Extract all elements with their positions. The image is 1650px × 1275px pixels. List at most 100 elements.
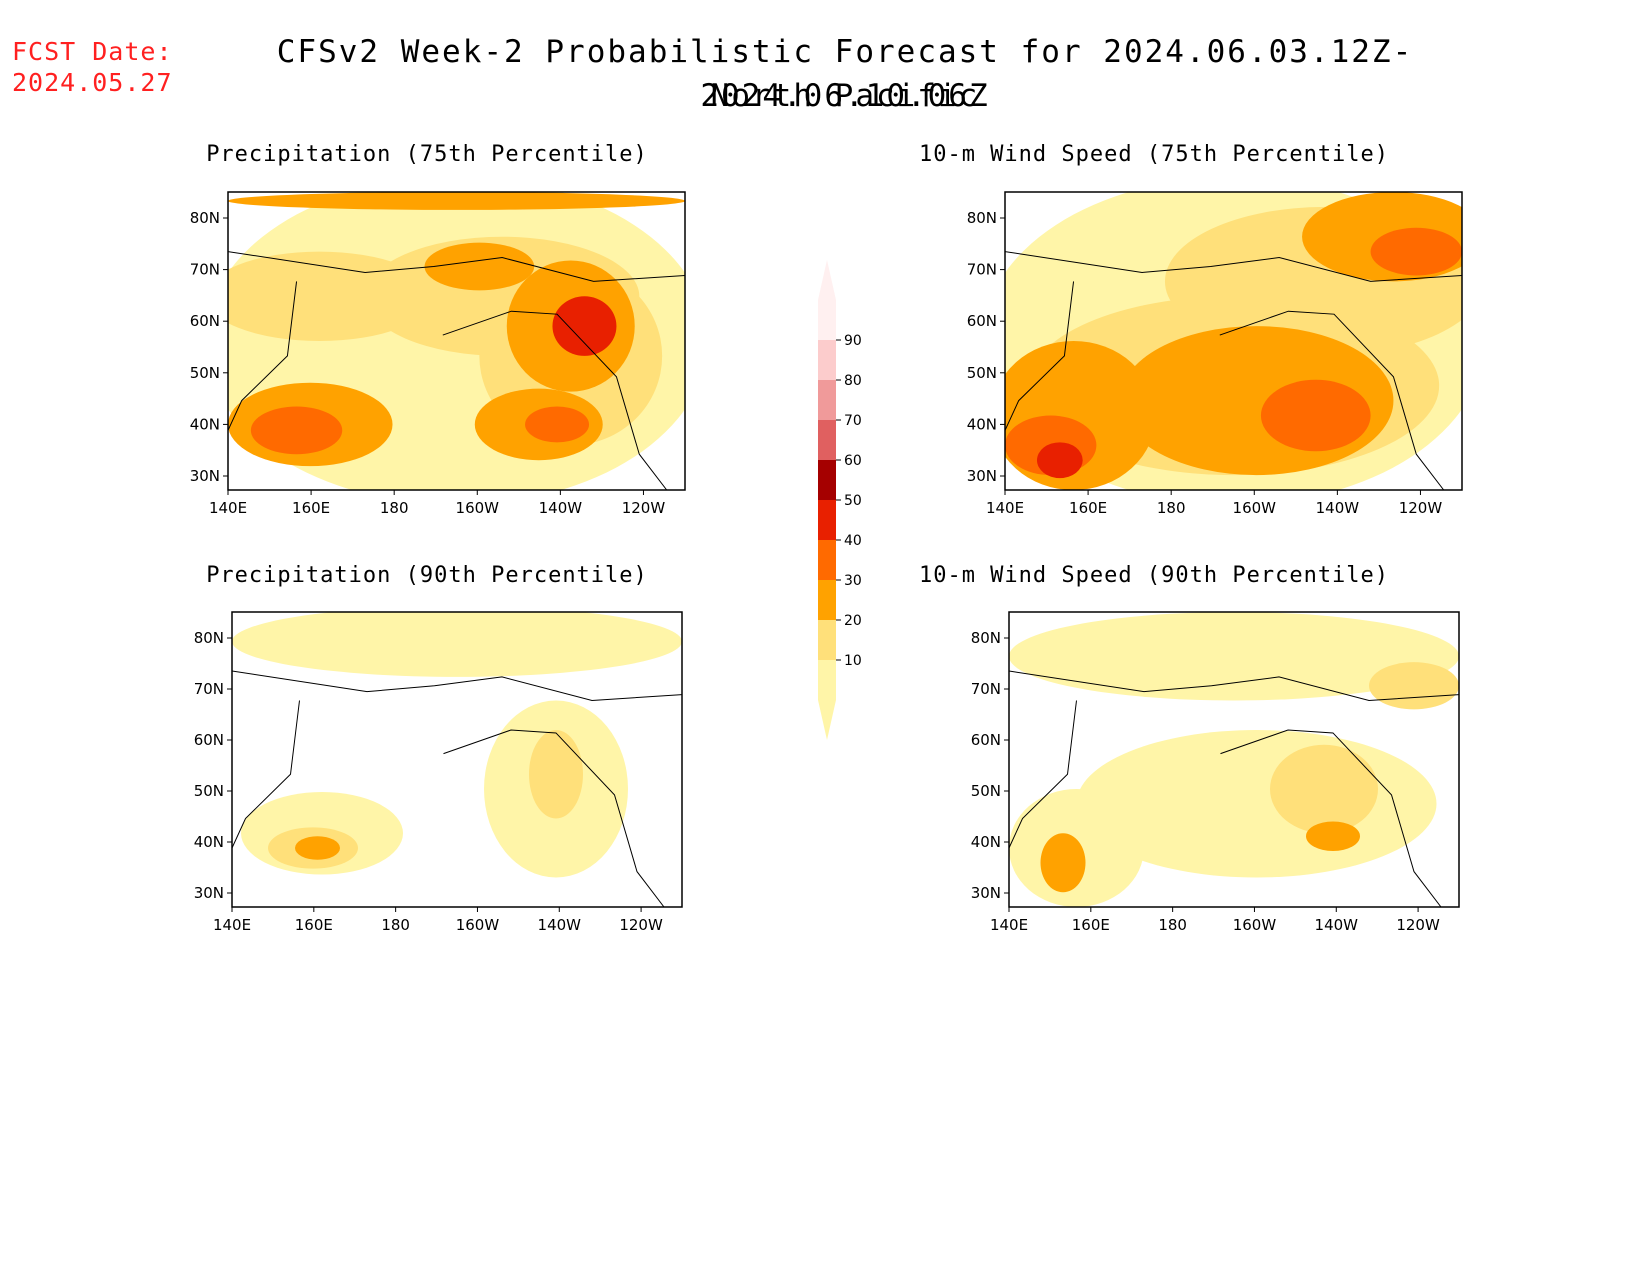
lon-tick-label: 160E: [292, 499, 330, 517]
lon-tick-label: 140W: [1316, 499, 1360, 517]
map-panel-precip90: 140E 160E 180 160W 140W 120W 80N 70N 60N 50N 40N 30…: [194, 611, 683, 934]
colorbar-swatch: [818, 460, 836, 500]
colorbar-high-cap: [818, 260, 836, 300]
lat-tick-label: 80N: [971, 629, 1001, 647]
probability-contour: [1260, 379, 1371, 452]
lat-tick-label: 50N: [194, 782, 224, 800]
lat-tick-label: 80N: [967, 209, 997, 227]
lon-tick-label: 140W: [538, 916, 582, 934]
lat-tick-label: 70N: [971, 680, 1001, 698]
lon-tick-label: 140E: [990, 916, 1028, 934]
lon-tick-label: 180: [381, 916, 410, 934]
lat-tick-label: 60N: [967, 312, 997, 330]
lon-tick-label: 160E: [1069, 499, 1107, 517]
lat-tick-label: 80N: [194, 629, 224, 647]
lon-tick-label: 140W: [1315, 916, 1359, 934]
colorbar-label: 30: [844, 573, 862, 589]
probability-contour: [1369, 662, 1459, 710]
lon-tick-label: 120W: [1399, 499, 1443, 517]
asia-coastline: [1005, 281, 1075, 431]
probability-contour: [250, 406, 343, 455]
colorbar-swatch: [818, 500, 836, 540]
probability-contour: [552, 296, 617, 356]
panel-title-wind75: 10-m Wind Speed (75th Percentile): [918, 142, 1390, 167]
shaded-field: [1009, 612, 1459, 907]
map-frame: [1004, 191, 1463, 491]
shaded-field: [232, 612, 682, 878]
colorbar-low-cap: [818, 700, 836, 740]
colorbar-swatch: [818, 620, 836, 660]
arctic-coastline: [228, 251, 685, 282]
north-america-coastline: [443, 729, 665, 907]
colorbar-label: 60: [844, 453, 862, 469]
probability-contour: [1270, 744, 1378, 834]
probability-contour: [1306, 821, 1360, 851]
panel-title-precip75: Precipitation (75th Percentile): [206, 142, 648, 167]
arctic-coastline: [232, 670, 682, 702]
lon-tick-label: 140E: [209, 499, 247, 517]
probability-contour: [232, 612, 682, 677]
lon-tick-label: 180: [1157, 499, 1186, 517]
panel-title-precip90: Precipitation (90th Percentile): [206, 563, 648, 588]
lat-tick-label: 30N: [194, 884, 224, 902]
lon-tick-label: 140W: [539, 499, 583, 517]
figure-subtitle: North Pacific: [710, 78, 980, 114]
probability-contour: [1036, 442, 1083, 479]
colorbar-swatch: [818, 420, 836, 460]
colorbar-label: 70: [844, 413, 862, 429]
lat-tick-label: 70N: [967, 261, 997, 279]
colorbar-swatch: [818, 340, 836, 380]
lat-tick-label: 40N: [190, 415, 220, 433]
map-panel-precip75: 140E 160E 180 160W 140W 120W 80N 70N 60N 50N 40N 30…: [190, 191, 686, 517]
map-frame: [231, 611, 683, 908]
lat-tick-label: 70N: [190, 261, 220, 279]
lon-tick-label: 160W: [456, 916, 500, 934]
lat-tick-label: 30N: [967, 467, 997, 485]
lat-tick-label: 70N: [194, 680, 224, 698]
panel-title-wind90: 10-m Wind Speed (90th Percentile): [918, 563, 1390, 588]
lon-tick-label: 180: [1158, 916, 1187, 934]
north-america-coastline: [442, 310, 668, 490]
probability-contour: [1040, 833, 1086, 893]
lon-tick-label: 120W: [622, 499, 666, 517]
lon-tick-label: 120W: [619, 916, 663, 934]
lat-tick-label: 60N: [971, 731, 1001, 749]
colorbar-swatch: [818, 580, 836, 620]
colorbar-swatch: [818, 540, 836, 580]
probability-contour: [1009, 612, 1459, 701]
probability-contour: [525, 406, 590, 443]
asia-coastline: [228, 281, 298, 431]
lon-tick-label: 120W: [1396, 916, 1440, 934]
lon-tick-label: 140E: [986, 499, 1024, 517]
lat-tick-label: 40N: [194, 833, 224, 851]
lat-tick-label: 30N: [190, 467, 220, 485]
probability-contour: [529, 730, 583, 819]
forecast-date-label: FCST Date: 2024.05.27: [12, 37, 173, 97]
probability-contour: [228, 192, 685, 210]
lat-tick-label: 50N: [190, 364, 220, 382]
north-america-coastline: [1219, 310, 1445, 490]
lat-tick-label: 50N: [967, 364, 997, 382]
asia-coastline: [232, 700, 300, 849]
colorbar-swatch: [818, 300, 836, 340]
lat-tick-label: 60N: [194, 731, 224, 749]
colorbar-swatch: [818, 660, 836, 700]
map-frame: [1008, 611, 1460, 908]
map-panel-wind75: 140E 160E 180 160W 140W 120W 80N 70N 60N 50N 40N 30…: [967, 191, 1463, 517]
colorbar-swatch: [818, 380, 836, 420]
map-frame: [227, 191, 686, 491]
colorbar-label: 90: [844, 333, 862, 349]
north-america-coastline: [1220, 729, 1442, 907]
lon-tick-label: 160W: [1233, 499, 1277, 517]
lat-tick-label: 40N: [971, 833, 1001, 851]
map-panel-wind90: 140E 160E 180 160W 140W 120W 80N 70N 60N 50N 40N 30…: [971, 611, 1460, 934]
shaded-field: [228, 192, 685, 490]
colorbar-label: 80: [844, 373, 862, 389]
asia-coastline: [1009, 700, 1077, 849]
lon-tick-label: 160E: [1072, 916, 1110, 934]
lat-tick-label: 50N: [971, 782, 1001, 800]
arctic-coastline: [1009, 670, 1459, 702]
lon-tick-label: 160W: [1233, 916, 1277, 934]
lat-tick-label: 60N: [190, 312, 220, 330]
lat-tick-label: 40N: [967, 415, 997, 433]
